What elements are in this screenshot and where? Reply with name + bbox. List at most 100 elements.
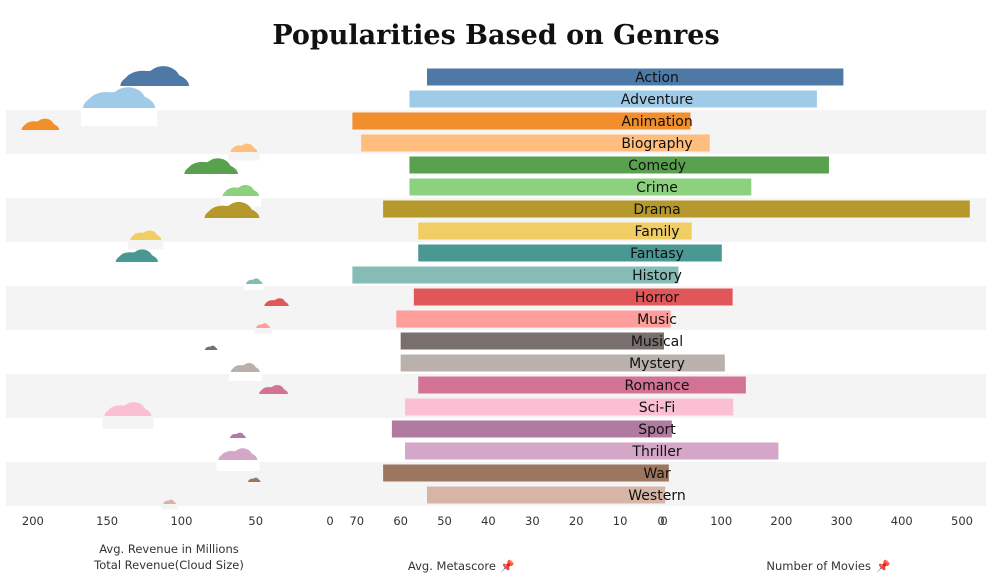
cloud-mask	[228, 152, 260, 161]
axes: Avg. Revenue in Millions Total Revenue(C…	[22, 514, 973, 573]
revenue-cloud	[161, 499, 178, 510]
metascore-tick-label: 10	[613, 514, 628, 528]
genre-label: Romance	[624, 378, 689, 394]
genre-label: History	[632, 268, 682, 284]
revenue-cloud	[254, 323, 273, 334]
metascore-bar	[396, 310, 664, 328]
revenue-cloud	[202, 345, 220, 356]
genre-label: Sci-Fi	[639, 400, 675, 416]
movie-bar	[661, 464, 669, 482]
genre-label: Biography	[621, 136, 692, 152]
axis-label-revenue-line2: Total Revenue(Cloud Size)	[93, 558, 244, 572]
metascore-bar	[405, 398, 664, 416]
metascore-bar	[418, 376, 664, 394]
revenue-cloud	[243, 278, 265, 291]
metascore-bar	[391, 420, 664, 438]
genre-label: Drama	[633, 202, 680, 218]
cloud-mask	[202, 350, 220, 356]
axis-label-revenue-line1: Avg. Revenue in Millions	[99, 542, 239, 556]
metascore-bar	[400, 354, 664, 372]
genre-label: Comedy	[628, 158, 686, 174]
movie-bar	[661, 442, 779, 460]
metascore-bar	[383, 464, 664, 482]
revenue-cloud	[227, 432, 248, 445]
metascore-bar	[405, 442, 664, 460]
genre-label: Animation	[621, 114, 692, 130]
metascore-bar	[361, 134, 664, 152]
metascore-bar	[352, 112, 664, 130]
cloud-mask	[245, 482, 263, 488]
axis-label-movies: Number of Movies	[766, 559, 871, 573]
metascore-tick-label: 20	[569, 514, 584, 528]
movies-tick-label: 100	[710, 514, 732, 528]
revenue-cloud	[102, 402, 154, 429]
genre-label: Fantasy	[630, 246, 684, 262]
metascore-bar	[409, 178, 664, 196]
metascore-bar	[418, 222, 664, 240]
cloud-mask	[102, 416, 154, 429]
cloud-mask	[128, 240, 164, 250]
movie-bar	[661, 288, 733, 306]
genre-label: Music	[637, 312, 677, 328]
metascore-tick-label: 40	[481, 514, 496, 528]
movies-tick-label: 0	[657, 514, 664, 528]
cloud-mask	[262, 306, 291, 314]
cloud-mask	[256, 394, 291, 403]
movie-bar	[661, 420, 672, 438]
cloud-mask	[243, 284, 265, 291]
revenue-cloud	[128, 230, 164, 250]
genre-label: Horror	[635, 290, 680, 306]
genre-labels: Action Adventure Animation Biography Comedy C…	[621, 70, 693, 504]
revenue-cloud	[220, 185, 262, 207]
genre-label: War	[643, 466, 671, 482]
movie-bar	[661, 486, 666, 504]
revenue-cloud	[182, 158, 240, 189]
genre-label: Family	[634, 224, 679, 240]
movie-bar	[661, 376, 746, 394]
chart-title: Popularities Based on Genres	[272, 20, 719, 51]
revenue-cloud	[202, 201, 262, 233]
genre-label: Mystery	[629, 356, 685, 372]
revenue-tick-label: 200	[22, 514, 44, 528]
revenue-tick-label: 150	[96, 514, 118, 528]
genre-label: Musical	[631, 334, 683, 350]
movie-bar	[661, 178, 752, 196]
movies-tick-label: 200	[770, 514, 792, 528]
metascore-bar	[400, 332, 664, 350]
metascore-bars	[352, 68, 664, 504]
genre-label: Crime	[636, 180, 678, 196]
revenue-cloud	[228, 143, 260, 161]
metascore-tick-label: 70	[349, 514, 364, 528]
pin-icon: 📌	[500, 559, 515, 573]
axis-label-metascore: Avg. Metascore	[408, 559, 496, 573]
metascore-bar	[409, 156, 664, 174]
movie-bar	[661, 266, 679, 284]
cloud-mask	[81, 108, 158, 126]
movies-tick-label: 300	[831, 514, 853, 528]
cloud-mask	[220, 196, 262, 207]
revenue-cloud	[216, 448, 260, 471]
movie-bar	[661, 134, 710, 152]
metascore-bar	[427, 68, 664, 86]
movie-bar	[661, 354, 725, 372]
metascore-tick-label: 50	[437, 514, 452, 528]
metascore-tick-label: 30	[525, 514, 540, 528]
revenue-cloud	[19, 118, 62, 141]
metascore-bar	[418, 244, 664, 262]
cloud-mask	[228, 372, 262, 381]
revenue-cloud	[81, 87, 158, 126]
movies-tick-label: 400	[891, 514, 913, 528]
revenue-cloud	[228, 363, 262, 381]
cloud-mask	[161, 504, 178, 510]
revenue-clouds	[19, 66, 291, 510]
revenue-tick-label: 0	[326, 514, 333, 528]
revenue-cloud	[256, 385, 291, 403]
revenue-cloud	[113, 249, 161, 274]
movie-bar	[661, 90, 817, 108]
genre-label: Western	[628, 488, 685, 504]
movie-bar	[661, 244, 722, 262]
metascore-tick-label: 60	[393, 514, 408, 528]
movie-bar	[661, 68, 844, 86]
cloud-mask	[216, 460, 260, 471]
